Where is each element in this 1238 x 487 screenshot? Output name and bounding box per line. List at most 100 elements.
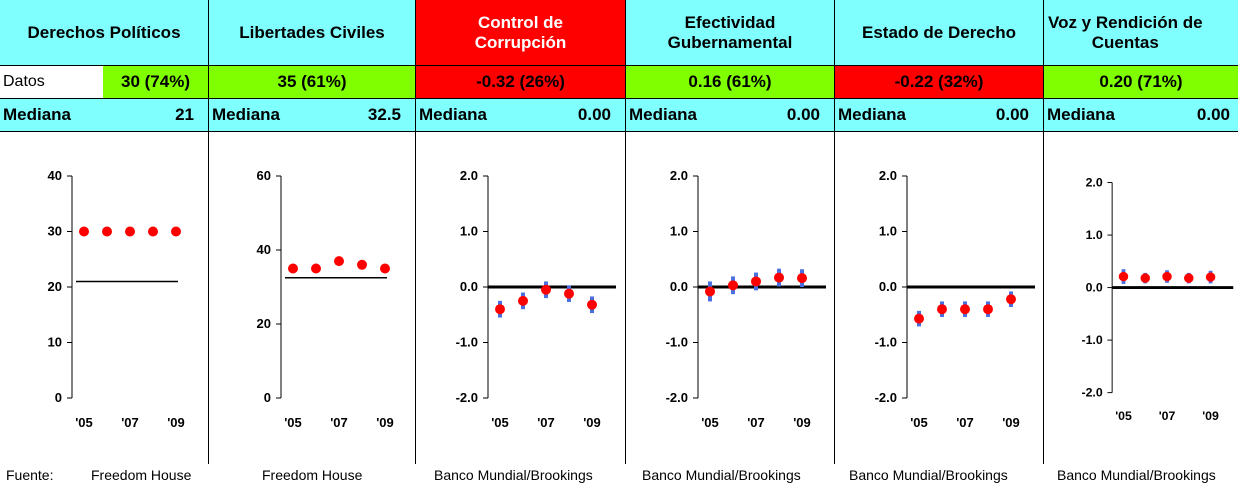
data-point (311, 263, 321, 274)
datos-value: 30 (74%) (103, 66, 208, 98)
data-point (983, 304, 993, 315)
x-tick-label: '07 (330, 415, 348, 430)
chart-estado-de-derecho: -2.0 -1.0 0.0 1.0 2.0 '05 '07 '09 (875, 168, 1035, 430)
median-value: 0.00 (577, 105, 611, 124)
y-tick-label: -2.0 (666, 390, 688, 405)
median-row: Mediana 0.00 (626, 99, 834, 132)
panel-title: Estado de Derecho (835, 0, 1043, 66)
y-tick-label: 60 (257, 168, 271, 183)
y-tick-label: 0.0 (879, 279, 897, 294)
y-tick-label: 0.0 (1086, 280, 1103, 294)
data-point (728, 280, 738, 291)
y-tick-label: 2.0 (670, 168, 688, 183)
source-4: Banco Mundial/Brookings (849, 467, 1008, 483)
y-tick-label: 1.0 (1086, 228, 1103, 242)
panel-title: Voz y Rendición de Cuentas (1044, 0, 1238, 66)
title-text: Derechos Políticos (27, 22, 181, 42)
median-label: Mediana (1047, 105, 1116, 124)
title-line-2: Cuentas (1091, 32, 1159, 52)
datos-row: -0.22 (32%) (835, 66, 1043, 99)
source-1: Freedom House (262, 467, 363, 483)
panel-libertades-civiles: Libertades Civiles 35 (61%) Mediana 32.5… (209, 0, 416, 464)
panel-voz-y-rendicion: Voz y Rendición de Cuentas 0.20 (71%) Me… (1044, 0, 1238, 464)
y-tick-label: 40 (257, 242, 271, 257)
data-point (518, 295, 528, 306)
title-line-1: Voz y Rendición de (1048, 12, 1203, 32)
data-point (495, 304, 505, 315)
title-text: Libertades Civiles (239, 22, 385, 42)
y-tick-label: 0 (55, 390, 62, 405)
data-point (171, 226, 181, 237)
data-point (914, 313, 924, 324)
data-point (148, 226, 158, 237)
datos-value: 35 (61%) (209, 66, 415, 98)
y-tick-label: -1.0 (1081, 333, 1102, 347)
title-line-1: Efectividad (684, 12, 776, 32)
data-point (1205, 272, 1216, 282)
y-tick-label: 1.0 (670, 224, 688, 239)
datos-row: 0.20 (71%) (1044, 66, 1238, 99)
median-value: 21 (175, 105, 194, 124)
median-row: Mediana 32.5 (209, 99, 415, 132)
data-point (1162, 271, 1172, 282)
x-tick-label: '05 (284, 415, 302, 430)
y-tick-label: 30 (48, 224, 62, 239)
data-point (357, 259, 367, 270)
y-tick-label: -2.0 (1081, 385, 1102, 399)
panel-estado-de-derecho: Estado de Derecho -0.22 (32%) Mediana 0.… (835, 0, 1044, 464)
data-point (751, 276, 761, 287)
data-point (1118, 271, 1129, 282)
chart-efectividad-gubernamental: -2.0 -1.0 0.0 1.0 2.0 '05 '07 '09 (666, 168, 826, 430)
source-2: Banco Mundial/Brookings (434, 467, 593, 483)
y-tick-label: 2.0 (879, 168, 897, 183)
chart-voz-y-rendicion: -2.0 -1.0 0.0 1.0 2.0 '05 '07 '09 (1081, 175, 1234, 423)
y-tick-label: 20 (257, 316, 271, 331)
title-text: Estado de Derecho (862, 22, 1016, 42)
governance-indicators-grid: Derechos Políticos Datos 30 (74%) Median… (0, 0, 1238, 464)
title-line-2: Gubernamental (667, 32, 793, 52)
y-tick-label: -2.0 (875, 390, 897, 405)
median-label: Mediana (212, 105, 281, 124)
panel-control-de-corrupcion: Control de Corrupción -0.32 (26%) Median… (416, 0, 626, 464)
x-tick-label: '07 (121, 415, 139, 430)
x-tick-label: '05 (1115, 409, 1132, 423)
x-tick-label: '05 (910, 415, 928, 430)
data-point (587, 299, 597, 310)
median-row: Mediana 21 (0, 99, 208, 132)
panel-efectividad-gubernamental: Efectividad Gubernamental 0.16 (61%) Med… (626, 0, 835, 464)
y-tick-label: -2.0 (456, 390, 478, 405)
x-tick-label: '07 (956, 415, 974, 430)
y-tick-label: 10 (48, 335, 62, 350)
panel-title: Efectividad Gubernamental (626, 0, 834, 66)
median-label: Mediana (419, 105, 488, 124)
data-point (564, 288, 574, 299)
panel-title: Control de Corrupción (416, 0, 625, 66)
median-row: Mediana 0.00 (416, 99, 625, 132)
y-tick-label: 0.0 (460, 279, 478, 294)
x-tick-label: '07 (1159, 409, 1176, 423)
median-value: 0.00 (1196, 105, 1230, 124)
datos-value: -0.32 (26%) (416, 66, 625, 98)
median-label: Mediana (629, 105, 698, 124)
x-tick-label: '09 (376, 415, 394, 430)
panel-title: Derechos Políticos (0, 0, 208, 66)
data-point (334, 256, 344, 267)
x-tick-label: '09 (1202, 409, 1219, 423)
data-point (541, 284, 551, 295)
chart-control-de-corrupcion: -2.0 -1.0 0.0 1.0 2.0 '05 '07 '09 (456, 168, 616, 430)
y-tick-label: 20 (48, 279, 62, 294)
x-tick-label: '05 (75, 415, 93, 430)
x-tick-label: '09 (793, 415, 811, 430)
x-tick-label: '05 (701, 415, 719, 430)
datos-row: Datos 30 (74%) (0, 66, 208, 99)
x-tick-label: '09 (167, 415, 185, 430)
y-tick-label: 0.0 (670, 279, 688, 294)
panel-title: Libertades Civiles (209, 0, 415, 66)
y-tick-label: 2.0 (460, 168, 478, 183)
median-row: Mediana 0.00 (835, 99, 1043, 132)
datos-value: 0.20 (71%) (1044, 66, 1238, 98)
source-0: Freedom House (91, 467, 192, 483)
y-tick-label: -1.0 (666, 335, 688, 350)
data-point (79, 226, 89, 237)
datos-row: 35 (61%) (209, 66, 415, 99)
